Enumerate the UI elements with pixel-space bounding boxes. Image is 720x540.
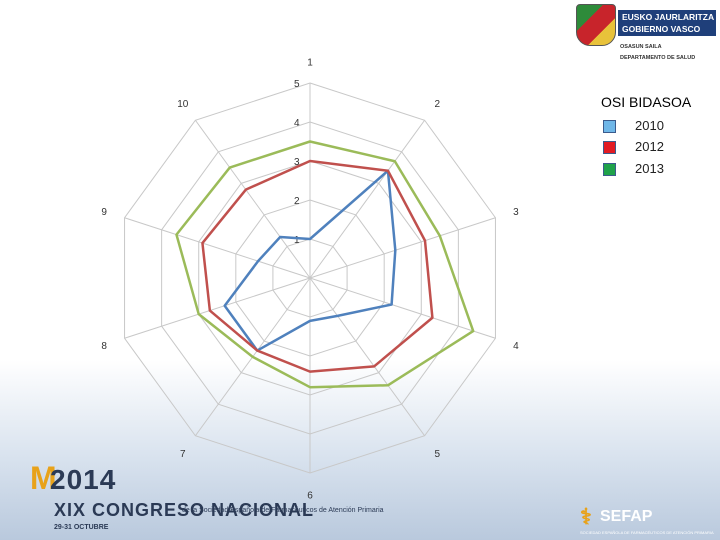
category-label-9: 9 [101,207,107,218]
gov-line1: EUSKO JAURLARITZA [622,12,715,22]
series-line-2010 [223,169,397,352]
sefap-sub: SOCIEDAD ESPAÑOLA DE FARMACÉUTICOS DE AT… [580,530,714,535]
legend-label-2012: 2012 [635,139,664,154]
congress-year: 2014 [50,464,117,495]
congress-title: XIX CONGRESO NACIONAL [54,500,315,520]
ring-label-5: 5 [294,79,300,90]
category-label-8: 8 [101,341,107,352]
ring-label-2: 2 [294,196,300,207]
category-label-5: 5 [434,449,440,460]
legend-swatch-2010 [603,120,616,133]
congress-subtitle: de la Sociedad Española de Farmacéuticos… [182,507,384,514]
spoke-2 [309,119,426,279]
sefap-logo: ⚕ SEFAP SOCIEDAD ESPAÑOLA DE FARMACÉUTIC… [580,498,714,538]
ring-label-1: 1 [294,235,300,246]
ring-label-3: 3 [294,157,300,168]
ring-label-4: 4 [294,118,300,129]
spoke-5 [309,277,426,437]
pharmacy-cross-icon: ⚕ [580,504,592,529]
legend-label-2013: 2013 [635,161,664,176]
legend-swatch-2013 [603,163,616,176]
category-label-2: 2 [434,99,440,110]
series-line-2012 [201,159,434,373]
basque-shield-icon [576,4,616,46]
spoke-9 [124,217,311,279]
category-label-4: 4 [513,341,519,352]
spoke-4 [309,277,496,339]
dept-line2: DEPARTAMENTO DE SALUD [620,55,696,61]
legend-swatch-2012 [603,141,616,154]
gobierno-vasco-logo: EUSKO JAURLARITZA GOBIERNO VASCO OSASUN … [572,2,718,64]
category-label-1: 1 [307,58,313,69]
congress-dates: 29-31 OCTUBRE [54,524,109,531]
series-line-2013 [175,140,475,389]
dept-line1: OSASUN SAILA [620,44,662,50]
spoke-3 [309,217,496,279]
gov-name-box: EUSKO JAURLARITZA GOBIERNO VASCO [618,10,716,36]
congress-m-mark: M [30,460,57,496]
background-gradient [0,360,720,540]
sefap-name: SEFAP [600,508,653,525]
category-label-6: 6 [307,490,313,501]
category-label-10: 10 [177,99,189,110]
category-label-3: 3 [513,207,519,218]
spoke-8 [124,277,311,339]
congress-logo: M 2014 XIX CONGRESO NACIONAL de la Socie… [4,420,404,538]
category-label-7: 7 [180,449,186,460]
gov-line2: GOBIERNO VASCO [622,24,701,34]
legend-label-2010: 2010 [635,118,664,133]
spoke-10 [194,119,311,279]
legend-title: OSI BIDASOA [601,94,692,110]
